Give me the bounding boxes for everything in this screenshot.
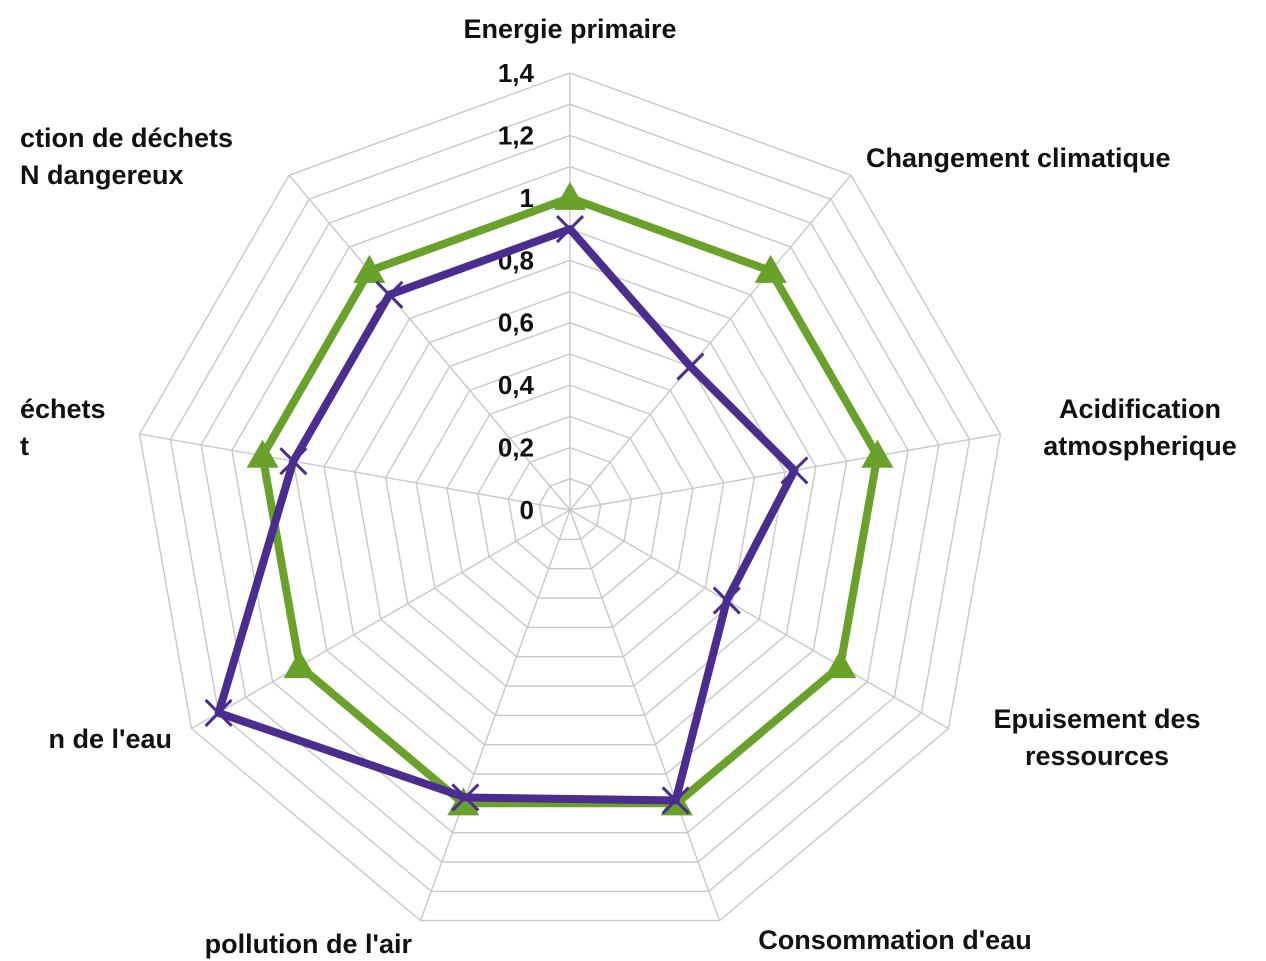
axis-labels: Energie primaire Changement climatique Aci… bbox=[20, 14, 1237, 959]
point-stroke bbox=[780, 456, 809, 485]
grid-spoke bbox=[569, 509, 721, 921]
series-line-2 bbox=[214, 225, 799, 805]
grid-spoke bbox=[569, 433, 1001, 511]
series-line-1 bbox=[258, 193, 882, 808]
grid-spoke bbox=[569, 509, 949, 730]
grid-ring bbox=[446, 384, 694, 628]
point-stroke bbox=[451, 783, 480, 812]
grid-ring bbox=[231, 165, 909, 834]
radial-tick-labels: 00,20,40,60,811,21,4 bbox=[498, 58, 535, 525]
axis-label: n de l'eau bbox=[49, 724, 172, 754]
grid-ring bbox=[384, 321, 756, 687]
axis-label: N dangereux bbox=[20, 160, 184, 190]
grid-ring bbox=[323, 259, 817, 746]
point-stroke bbox=[676, 352, 705, 381]
axis-label: échets bbox=[20, 394, 106, 424]
axis-label: Energie primaire bbox=[463, 14, 676, 44]
series-1-point bbox=[554, 181, 586, 210]
axis-label: Consommation d'eau bbox=[758, 925, 1031, 955]
series-2-point bbox=[279, 447, 308, 476]
series-1-point bbox=[246, 439, 279, 468]
tick-label: 1,4 bbox=[498, 58, 535, 88]
axis-label: atmospherique bbox=[1043, 431, 1237, 461]
tick-label: 1 bbox=[520, 183, 534, 213]
series-1-point bbox=[353, 254, 386, 283]
point-stroke bbox=[204, 698, 233, 727]
grid-spoke bbox=[419, 509, 571, 921]
grid-spoke bbox=[191, 509, 571, 730]
point-stroke bbox=[712, 586, 741, 615]
series-1-point bbox=[754, 254, 787, 283]
series-2-point bbox=[661, 786, 690, 815]
point-stroke bbox=[555, 215, 585, 244]
tick-label: 0,2 bbox=[498, 433, 534, 463]
grid-ring bbox=[507, 446, 633, 570]
grid-ring bbox=[354, 290, 786, 716]
series-2-point bbox=[451, 783, 480, 812]
grid-ring bbox=[200, 134, 940, 863]
radar-grid bbox=[138, 72, 1002, 922]
axis-label: t bbox=[20, 431, 29, 461]
grid-ring bbox=[138, 72, 1002, 922]
axis-label: Changement climatique bbox=[866, 143, 1171, 173]
series-2-point bbox=[204, 698, 233, 727]
grid-spoke bbox=[288, 174, 571, 511]
series-2-point bbox=[780, 456, 809, 485]
series-2-point bbox=[676, 352, 705, 381]
tick-label: 1,2 bbox=[498, 120, 534, 150]
tick-label: 0,4 bbox=[498, 370, 535, 400]
axis-label: pollution de l'air bbox=[205, 929, 413, 959]
series-1-point bbox=[861, 439, 894, 468]
grid-spoke bbox=[139, 433, 571, 511]
axis-label: Epuisement des bbox=[993, 704, 1200, 734]
series-2-point bbox=[375, 280, 404, 309]
grid-ring bbox=[477, 415, 663, 599]
grid-spoke bbox=[569, 174, 852, 511]
series-2-point bbox=[555, 215, 585, 244]
point-stroke bbox=[661, 786, 690, 815]
point-stroke bbox=[375, 280, 404, 309]
series-2-point bbox=[712, 586, 741, 615]
point-stroke bbox=[279, 447, 308, 476]
grid-ring bbox=[169, 103, 971, 892]
axis-label: ressources bbox=[1025, 741, 1169, 771]
series-1-point bbox=[283, 650, 316, 679]
tick-label: 0 bbox=[520, 495, 534, 525]
tick-label: 0,6 bbox=[498, 308, 534, 338]
series-layer bbox=[204, 181, 894, 816]
grid-ring bbox=[538, 478, 602, 540]
grid-ring bbox=[415, 353, 725, 658]
axis-label: Acidification bbox=[1059, 394, 1221, 424]
series-1-point bbox=[824, 650, 857, 679]
axis-label: ction de déchets bbox=[20, 123, 233, 153]
